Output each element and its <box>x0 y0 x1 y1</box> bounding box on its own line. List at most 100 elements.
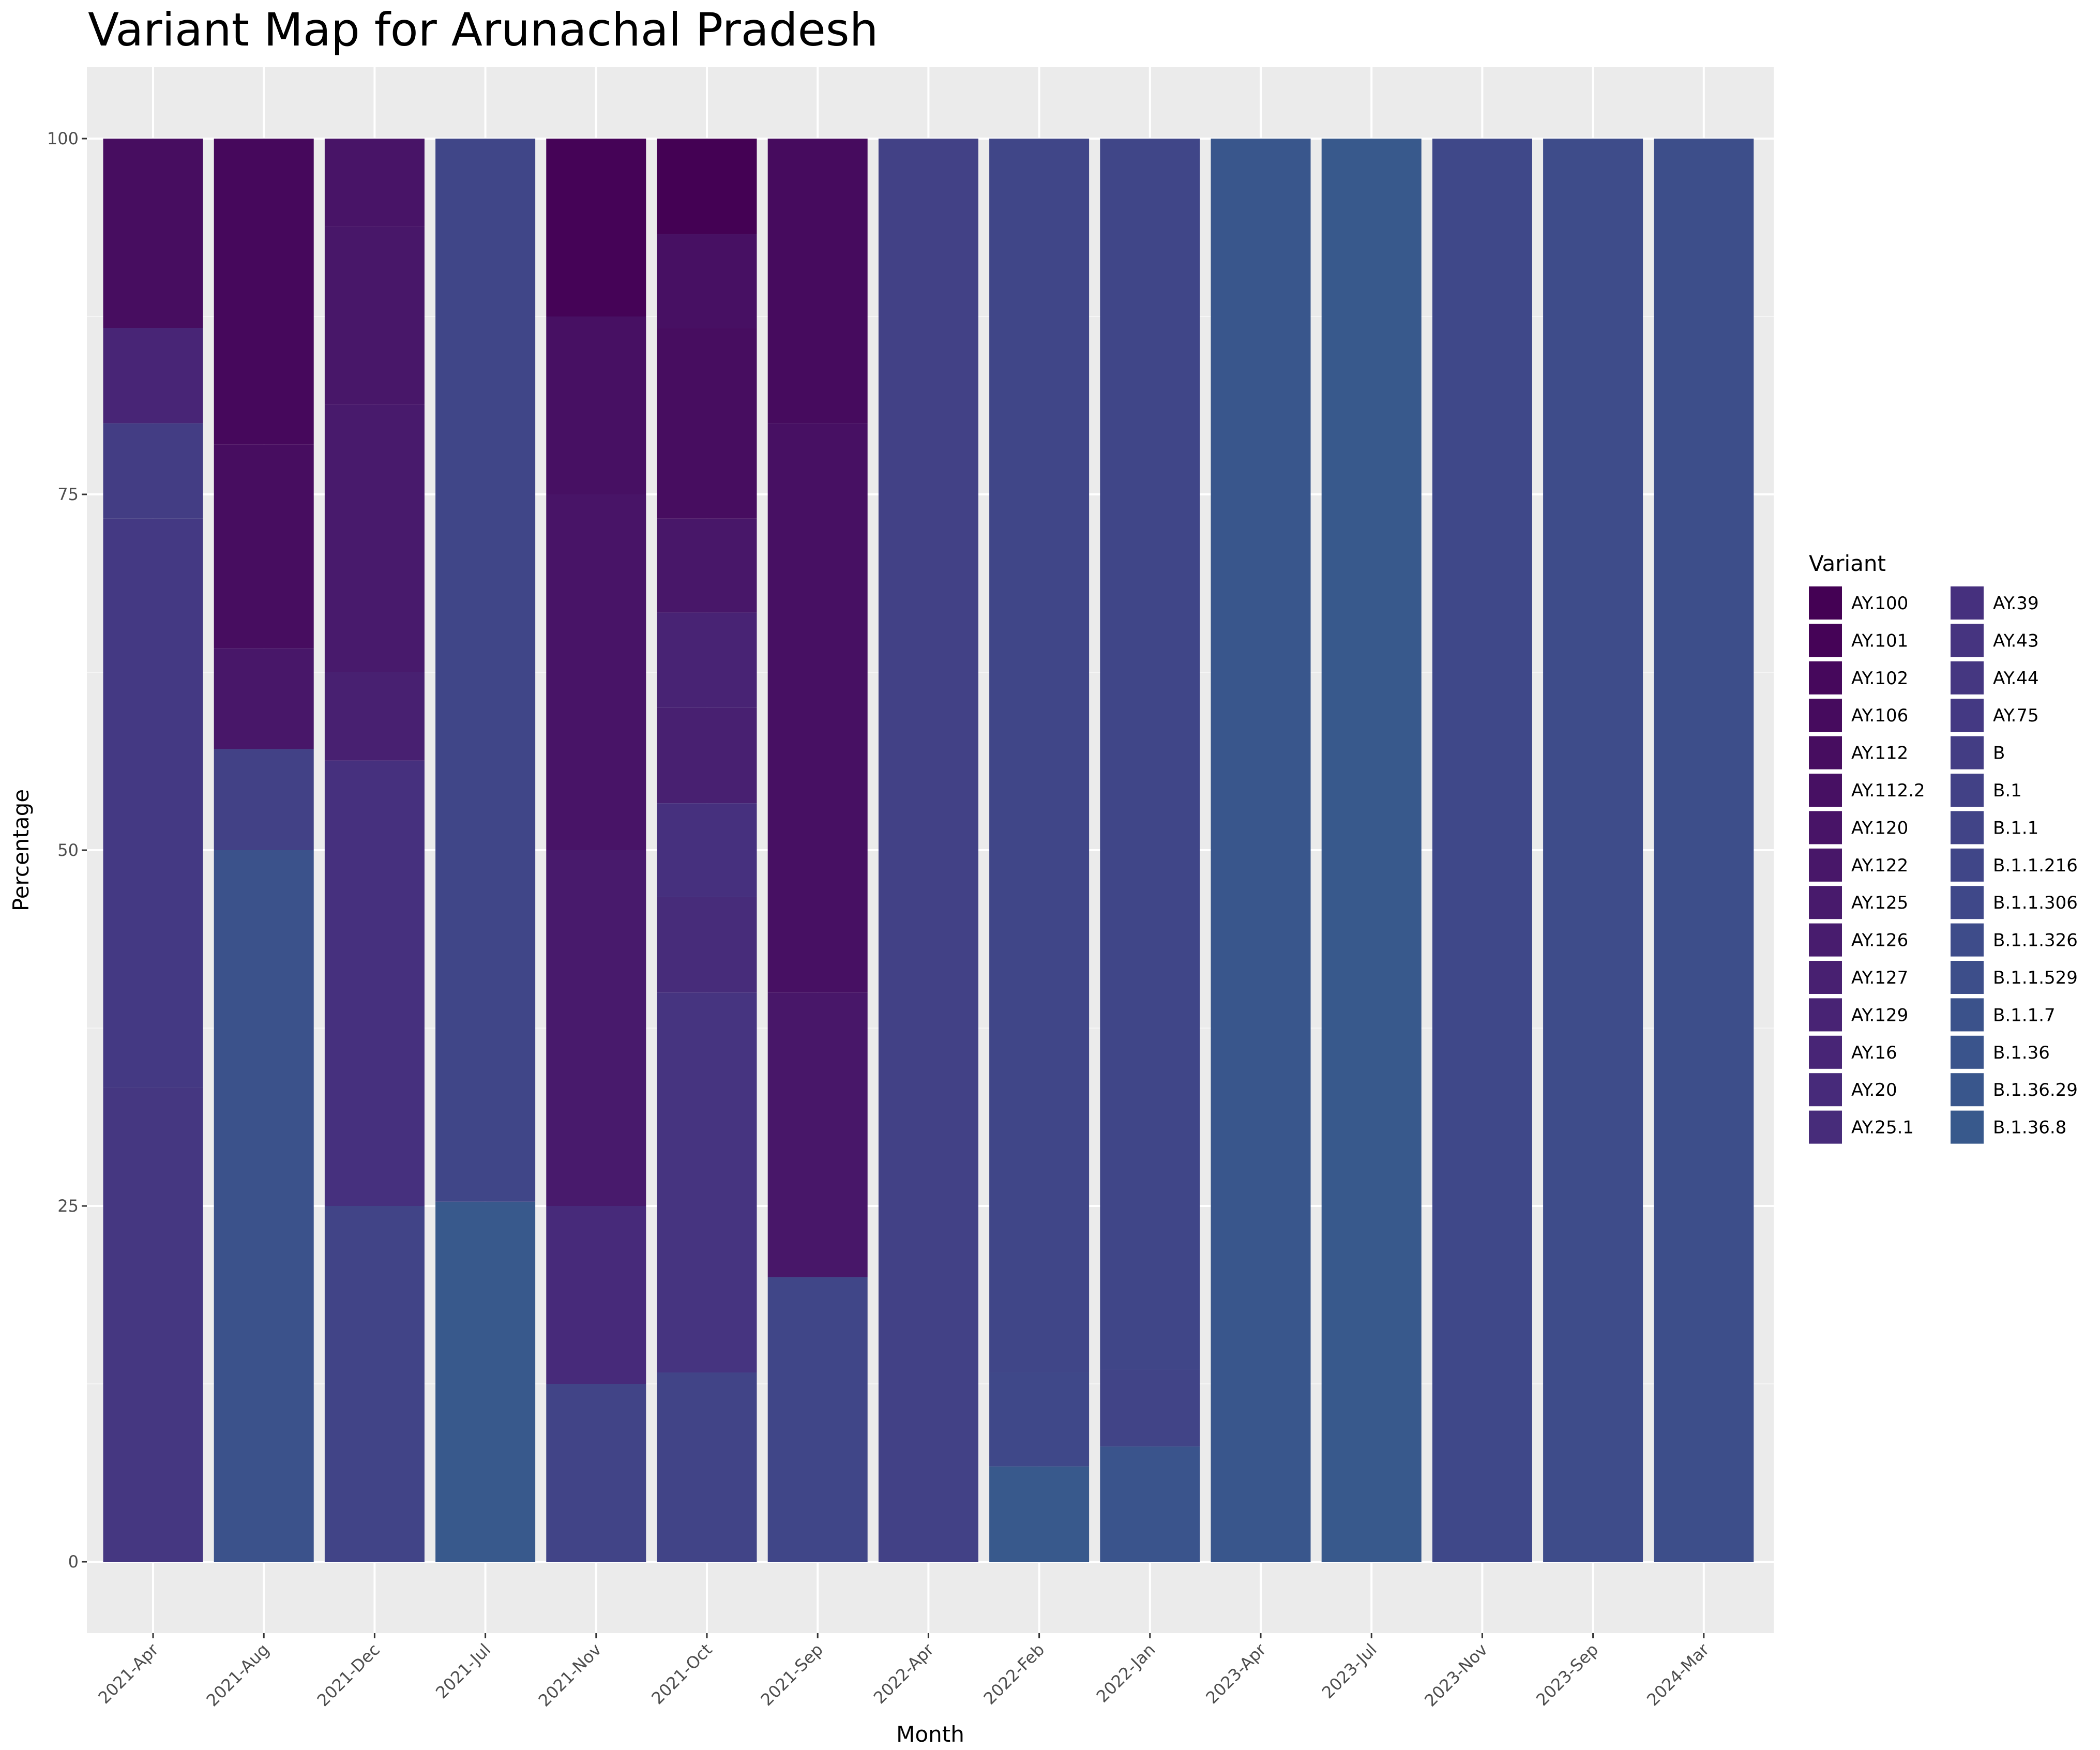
y-axis-title: Percentage <box>8 789 34 911</box>
x-tick-label: 2023-Nov <box>1421 1640 1491 1711</box>
legend-label: AY.129 <box>1851 1005 1908 1025</box>
x-tick-label: 2021-Jul <box>432 1640 494 1702</box>
bar-segment-2021-Aug-B.1.1.7 <box>214 850 314 1562</box>
legend-swatch <box>1809 1073 1842 1107</box>
legend-swatch <box>1951 1110 1984 1144</box>
legend-label: AY.100 <box>1851 593 1908 614</box>
legend-item: B <box>1951 736 2005 770</box>
legend-swatch <box>1809 1035 1842 1069</box>
legend-swatch <box>1951 736 1984 770</box>
legend-item: AY.16 <box>1809 1035 1897 1069</box>
bar-segment-2021-Oct-AY.100 <box>657 139 757 234</box>
legend-title: Variant <box>1809 551 1886 576</box>
legend-label: B.1.1.216 <box>1993 855 2078 876</box>
legend-item: B.1.36.29 <box>1951 1073 2078 1107</box>
legend-swatch <box>1951 848 1984 882</box>
legend-item: AY.120 <box>1809 811 1908 844</box>
x-tick-label: 2023-Sep <box>1532 1640 1602 1710</box>
bar-segment-2021-Oct-AY.43 <box>657 992 757 1372</box>
bar-segment-2021-Nov-AY.20 <box>546 1206 646 1384</box>
legend-label: B <box>1993 743 2005 764</box>
legend-swatch <box>1951 699 1984 732</box>
bars-group <box>103 139 1754 1562</box>
legend-item: AY.112 <box>1809 736 1908 770</box>
bar-segment-2021-Apr-B <box>103 423 203 519</box>
legend-item: AY.20 <box>1809 1073 1897 1107</box>
bar-segment-2021-Aug-AY.112 <box>214 444 314 648</box>
legend-swatch <box>1951 1035 1984 1069</box>
y-tick-label: 100 <box>47 129 79 148</box>
bar-segment-2022-Jan-B.1.1.216 <box>1100 139 1200 1370</box>
legend-label: AY.122 <box>1851 855 1908 876</box>
legend-swatch <box>1809 998 1842 1032</box>
bar-segment-2021-Sep-AY.122 <box>767 992 868 1277</box>
legend-label: B.1.1.326 <box>1993 930 2078 951</box>
legend-swatch <box>1809 961 1842 994</box>
legend-swatch <box>1809 774 1842 807</box>
bar-segment-2023-Apr-B.1.36.29 <box>1211 139 1311 1562</box>
bar-segment-2021-Oct-AY.112.2 <box>657 234 757 328</box>
x-tick-label: 2021-Sep <box>757 1640 827 1710</box>
legend-label: B.1.36 <box>1993 1043 2050 1063</box>
legend-item: AY.129 <box>1809 998 1908 1032</box>
legend-item: B.1.1.326 <box>1951 923 2078 957</box>
chart-title: Variant Map for Arunachal Pradesh <box>88 3 878 56</box>
bar-segment-2021-Dec-AY.125 <box>324 404 425 672</box>
bar-segment-2021-Nov-AY.101 <box>546 139 646 316</box>
y-tick-label: 0 <box>68 1552 79 1572</box>
bar-segment-2022-Jan-B.1.36 <box>1100 1446 1200 1562</box>
legend-label: AY.75 <box>1993 705 2039 726</box>
bar-segment-2021-Oct-AY.122 <box>657 518 757 613</box>
legend-item: AY.102 <box>1809 661 1908 695</box>
y-tick-label: 75 <box>57 485 79 504</box>
bar-segment-2021-Nov-AY.125 <box>546 850 646 1206</box>
legend-item: B.1.1.7 <box>1951 998 2056 1032</box>
legend-label: AY.44 <box>1993 668 2039 689</box>
legend-item: B.1.1 <box>1951 811 2038 844</box>
legend-swatch <box>1951 774 1984 807</box>
x-tick-label: 2022-Apr <box>870 1639 938 1708</box>
legend-item: B.1.1.529 <box>1951 961 2078 994</box>
bar-segment-2023-Sep-B.1.1.326 <box>1543 139 1643 1562</box>
legend-label: B.1.1.529 <box>1993 968 2078 988</box>
legend-item: AY.75 <box>1951 699 2039 732</box>
legend-label: AY.106 <box>1851 705 1908 726</box>
legend-label: B.1 <box>1993 780 2022 801</box>
legend-label: AY.16 <box>1851 1043 1897 1063</box>
legend-swatch <box>1951 998 1984 1032</box>
bar-segment-2021-Dec-AY.122 <box>324 227 425 405</box>
bar-segment-2021-Aug-AY.102 <box>214 139 314 445</box>
legend-label: AY.120 <box>1851 818 1908 838</box>
legend-swatch <box>1951 624 1984 657</box>
legend-swatch <box>1951 886 1984 919</box>
bar-segment-2021-Nov-B.1.1 <box>546 1384 646 1562</box>
legend-swatch <box>1809 923 1842 957</box>
y-axis: 0 25 50 75 100 <box>47 129 87 1572</box>
bar-segment-2021-Dec-B.1.1 <box>324 1206 425 1562</box>
bar-segment-2024-Mar-B.1.1.529 <box>1654 139 1754 1562</box>
x-tick-label: 2023-Jul <box>1318 1640 1381 1702</box>
legend-swatch <box>1809 624 1842 657</box>
legend-swatch <box>1809 661 1842 695</box>
legend-item: AY.44 <box>1951 661 2039 695</box>
bar-segment-2023-Jul-B.1.36.8 <box>1321 139 1422 1562</box>
legend-item: AY.39 <box>1951 586 2039 620</box>
bar-segment-2021-Dec-AY.39 <box>324 760 425 1206</box>
legend-swatch <box>1951 923 1984 957</box>
bar-segment-2021-Oct-B.1.1 <box>657 1372 757 1562</box>
legend-label: AY.25.1 <box>1851 1118 1914 1138</box>
legend-label: AY.127 <box>1851 968 1908 988</box>
legend-item: AY.25.1 <box>1809 1110 1914 1144</box>
legend-label: AY.112 <box>1851 743 1908 764</box>
bar-segment-2021-Aug-B.1 <box>214 749 314 850</box>
legend-item: B.1.36.8 <box>1951 1110 2066 1144</box>
legend-label: AY.101 <box>1851 630 1908 651</box>
x-axis-title: Month <box>896 1722 964 1747</box>
bar-segment-2021-Dec-AY.120 <box>324 139 425 227</box>
legend-swatch <box>1809 586 1842 620</box>
x-tick-label: 2021-Apr <box>94 1639 162 1708</box>
legend-item: B.1.36 <box>1951 1035 2050 1069</box>
legend-label: B.1.36.29 <box>1993 1080 2078 1100</box>
bar-segment-2021-Sep-AY.112.2 <box>767 423 868 993</box>
legend-swatch <box>1809 1110 1842 1144</box>
